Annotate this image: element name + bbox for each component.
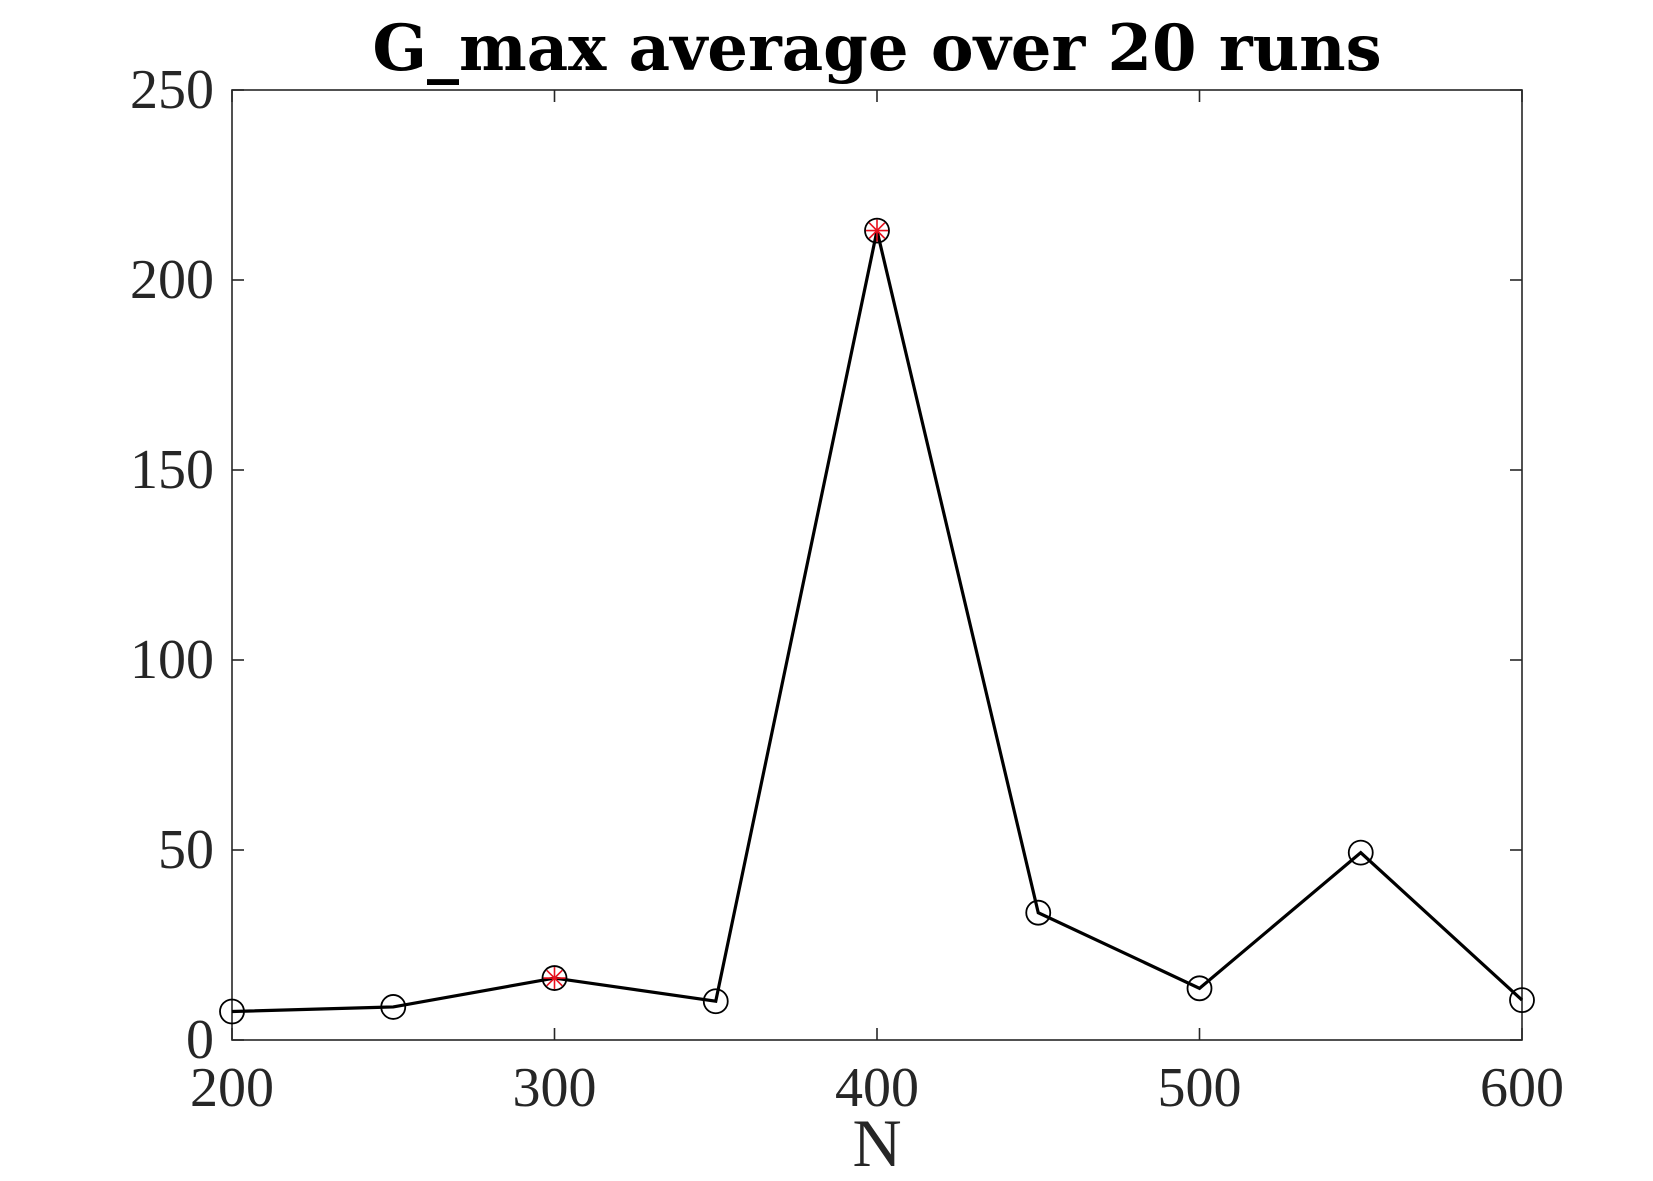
chart-title: G_max average over 20 runs: [372, 11, 1381, 86]
x-tick-label: 200: [190, 1057, 274, 1119]
y-tick-label: 50: [158, 819, 214, 881]
data-point-marker: [541, 965, 568, 991]
y-tick-label: 0: [186, 1009, 214, 1071]
x-tick-label: 500: [1158, 1057, 1242, 1119]
highlight-star-marker: [546, 969, 563, 987]
data-point-marker: [1509, 987, 1535, 1013]
x-tick-label: 600: [1480, 1057, 1564, 1119]
y-tick-label: 150: [130, 439, 214, 501]
data-point-marker: [1025, 899, 1052, 926]
y-tick-label: 100: [130, 629, 214, 691]
data-point-marker: [380, 994, 407, 1020]
data-point-marker: [864, 217, 890, 244]
y-tick-label: 200: [130, 249, 214, 311]
data-point-marker: [219, 998, 245, 1025]
x-tick-label: 400: [835, 1057, 919, 1119]
data-point-marker: [1186, 975, 1213, 1002]
data-point-marker: [1347, 839, 1374, 866]
x-tick-label: 300: [513, 1057, 597, 1119]
y-tick-label: 250: [130, 59, 214, 121]
data-point-marker: [702, 988, 729, 1015]
x-axis-label: N: [852, 1105, 901, 1181]
highlight-star-marker: [868, 222, 886, 239]
plot-area: 200 300 400 500 600 0 50 100 150 200 250: [130, 59, 1564, 1119]
